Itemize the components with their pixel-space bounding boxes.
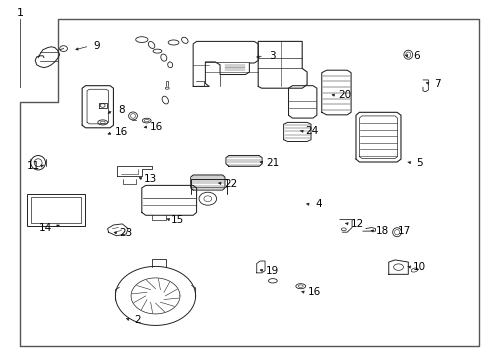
Text: 14: 14 — [38, 222, 52, 233]
Text: 15: 15 — [170, 215, 183, 225]
Text: 8: 8 — [118, 105, 124, 115]
Text: 18: 18 — [375, 226, 388, 236]
Text: 16: 16 — [114, 127, 128, 138]
Text: 10: 10 — [412, 262, 425, 272]
Text: 20: 20 — [338, 90, 350, 100]
Text: 6: 6 — [412, 51, 419, 61]
Text: 9: 9 — [93, 41, 100, 51]
Bar — [27, 194, 84, 226]
Text: 16: 16 — [149, 122, 163, 132]
Bar — [31, 197, 81, 223]
Text: 3: 3 — [269, 51, 276, 61]
Text: 5: 5 — [415, 158, 422, 168]
Text: 21: 21 — [265, 158, 279, 168]
Text: 4: 4 — [315, 199, 322, 210]
Text: 11: 11 — [26, 161, 40, 171]
Text: 17: 17 — [397, 226, 411, 236]
Text: 2: 2 — [134, 315, 141, 325]
Text: 12: 12 — [349, 219, 363, 229]
Text: 19: 19 — [265, 266, 279, 276]
Text: 7: 7 — [433, 78, 440, 89]
Text: 13: 13 — [143, 174, 157, 184]
Text: 24: 24 — [305, 126, 318, 136]
Text: 22: 22 — [224, 179, 237, 189]
Text: 23: 23 — [119, 228, 133, 238]
Text: 16: 16 — [306, 287, 320, 297]
Text: 1: 1 — [17, 8, 24, 18]
